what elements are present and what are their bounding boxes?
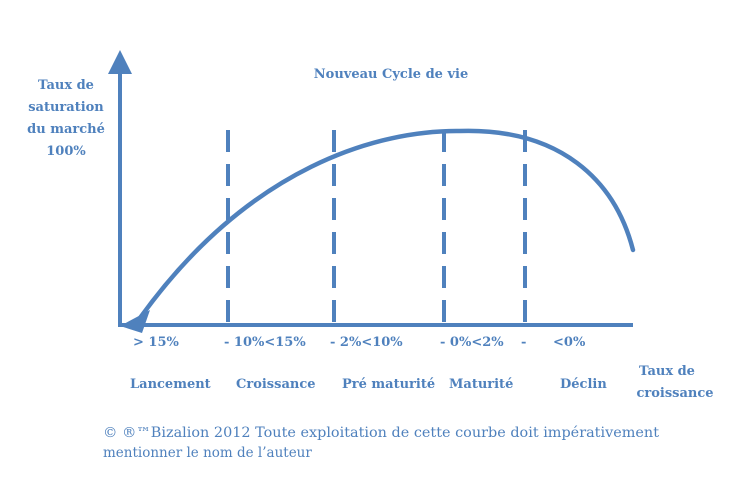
y-axis-label-line-1: Taux de	[38, 78, 94, 93]
growth-rate-labels: > 15% - 10%<15% - 2%<10% - 0%<2% - <0%	[133, 335, 586, 350]
growth-rate-label: - 0%<2%	[440, 335, 504, 350]
curve-arrowhead-icon	[120, 310, 150, 333]
phase-label: Lancement	[130, 377, 211, 392]
phase-label: Déclin	[560, 377, 607, 392]
growth-rate-label: -	[521, 335, 526, 350]
phase-labels: Lancement Croissance Pré maturité Maturi…	[130, 377, 607, 392]
growth-rate-label: <0%	[553, 335, 586, 350]
phase-label: Maturité	[449, 377, 513, 392]
growth-rate-label: > 15%	[133, 335, 180, 350]
copyright-line-2: mentionner le nom de l’auteur	[103, 445, 312, 461]
y-axis-label-line-3: du marché	[27, 122, 105, 137]
growth-rate-label: - 2%<10%	[330, 335, 403, 350]
growth-rate-label: - 10%<15%	[224, 335, 306, 350]
life-cycle-curve	[137, 128, 636, 321]
x-axis-label-line-2: croissance	[636, 386, 713, 401]
x-axis-label-line-1: Taux de	[639, 364, 695, 379]
y-axis-label-line-4: 100%	[46, 144, 86, 159]
diagram-title: Nouveau Cycle de vie	[314, 67, 468, 82]
y-axis-arrowhead-icon	[108, 50, 132, 74]
phase-label: Croissance	[236, 377, 316, 392]
x-axis-label: Taux de croissance	[636, 364, 713, 401]
copyright-line-1: © ®™Bizalion 2012 Toute exploitation de …	[103, 425, 660, 441]
y-axis-label: Taux de saturation du marché 100%	[27, 78, 105, 159]
y-axis-label-line-2: saturation	[28, 100, 104, 115]
phase-label: Pré maturité	[342, 377, 435, 392]
copyright-notice: © ®™Bizalion 2012 Toute exploitation de …	[103, 425, 660, 461]
